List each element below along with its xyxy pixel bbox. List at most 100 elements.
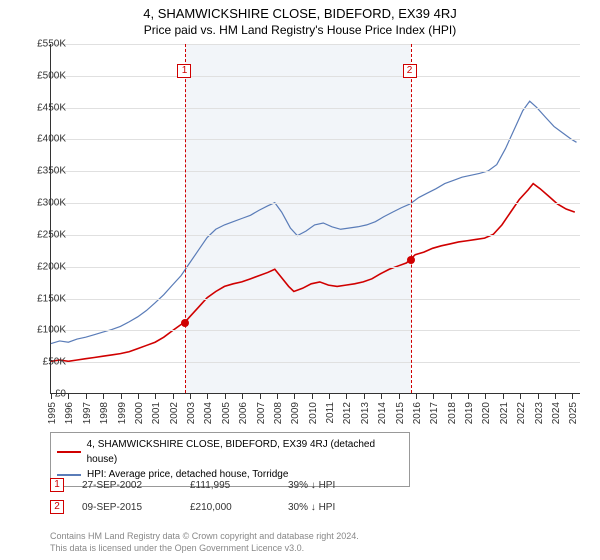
x-axis-label: 2019 — [464, 402, 475, 424]
x-axis-tick — [242, 393, 243, 399]
x-axis-label: 1999 — [117, 402, 128, 424]
y-axis-label: £100K — [20, 325, 66, 336]
x-axis-tick — [381, 393, 382, 399]
gridline-h — [51, 362, 580, 363]
sale-delta-1: 39% ↓ HPI — [288, 480, 335, 491]
x-axis-tick — [555, 393, 556, 399]
y-axis-label: £500K — [20, 70, 66, 81]
sale-delta-2: 30% ↓ HPI — [288, 502, 335, 513]
x-axis-label: 1998 — [99, 402, 110, 424]
gridline-h — [51, 267, 580, 268]
footer-attribution: Contains HM Land Registry data © Crown c… — [50, 530, 570, 554]
y-axis-label: £450K — [20, 102, 66, 113]
x-axis-label: 2023 — [534, 402, 545, 424]
x-axis-tick — [572, 393, 573, 399]
x-axis-label: 2006 — [238, 402, 249, 424]
legend-swatch — [57, 474, 81, 476]
x-axis-tick — [138, 393, 139, 399]
x-axis-label: 2000 — [134, 402, 145, 424]
x-axis-label: 2007 — [256, 402, 267, 424]
x-axis-label: 2011 — [325, 402, 336, 424]
x-axis-tick — [451, 393, 452, 399]
x-axis-label: 1996 — [64, 402, 75, 424]
sale-date-1: 27-SEP-2002 — [82, 480, 172, 491]
x-axis-tick — [399, 393, 400, 399]
x-axis-label: 2012 — [342, 402, 353, 424]
x-axis-tick — [329, 393, 330, 399]
chart-plot-area — [50, 44, 580, 394]
x-axis-label: 2010 — [308, 402, 319, 424]
x-axis-tick — [538, 393, 539, 399]
sale-price-2: £210,000 — [190, 502, 270, 513]
x-axis-tick — [173, 393, 174, 399]
gridline-h — [51, 108, 580, 109]
marker-vline — [185, 44, 186, 393]
footer-line-1: Contains HM Land Registry data © Crown c… — [50, 530, 570, 542]
sale-price-1: £111,995 — [190, 480, 270, 491]
x-axis-label: 2002 — [169, 402, 180, 424]
x-axis-tick — [503, 393, 504, 399]
x-axis-label: 2008 — [273, 402, 284, 424]
x-axis-label: 2017 — [429, 402, 440, 424]
gridline-h — [51, 330, 580, 331]
gridline-h — [51, 203, 580, 204]
x-axis-tick — [68, 393, 69, 399]
y-axis-label: £550K — [20, 39, 66, 50]
x-axis-label: 2022 — [516, 402, 527, 424]
x-axis-label: 2005 — [221, 402, 232, 424]
sale-marker-2: 2 — [50, 500, 64, 514]
x-axis-label: 2018 — [447, 402, 458, 424]
x-axis-tick — [364, 393, 365, 399]
x-axis-tick — [207, 393, 208, 399]
series-line-hpi — [51, 101, 577, 343]
sale-row-2: 2 09-SEP-2015 £210,000 30% ↓ HPI — [50, 500, 570, 514]
y-axis-label: £50K — [20, 357, 66, 368]
gridline-h — [51, 235, 580, 236]
x-axis-label: 2016 — [412, 402, 423, 424]
x-axis-tick — [485, 393, 486, 399]
sale-row-1: 1 27-SEP-2002 £111,995 39% ↓ HPI — [50, 478, 570, 492]
y-axis-label: £150K — [20, 293, 66, 304]
sale-date-2: 09-SEP-2015 — [82, 502, 172, 513]
x-axis-label: 2014 — [377, 402, 388, 424]
x-axis-label: 2004 — [203, 402, 214, 424]
x-axis-tick — [155, 393, 156, 399]
x-axis-tick — [103, 393, 104, 399]
gridline-h — [51, 299, 580, 300]
legend-label: 4, SHAMWICKSHIRE CLOSE, BIDEFORD, EX39 4… — [87, 437, 403, 467]
x-axis-label: 2020 — [481, 402, 492, 424]
y-axis-label: £200K — [20, 261, 66, 272]
x-axis-tick — [121, 393, 122, 399]
y-axis-label: £0 — [20, 389, 66, 400]
x-axis-tick — [416, 393, 417, 399]
gridline-h — [51, 171, 580, 172]
x-axis-label: 2009 — [290, 402, 301, 424]
x-axis-label: 2024 — [551, 402, 562, 424]
series-line-price_paid — [51, 184, 575, 362]
x-axis-label: 2025 — [568, 402, 579, 424]
x-axis-tick — [294, 393, 295, 399]
x-axis-tick — [260, 393, 261, 399]
x-axis-tick — [433, 393, 434, 399]
x-axis-label: 2003 — [186, 402, 197, 424]
x-axis-tick — [520, 393, 521, 399]
marker-vline — [411, 44, 412, 393]
gridline-h — [51, 44, 580, 45]
footer-line-2: This data is licensed under the Open Gov… — [50, 542, 570, 554]
marker-dot-2 — [407, 256, 415, 264]
y-axis-label: £400K — [20, 134, 66, 145]
chart-title: 4, SHAMWICKSHIRE CLOSE, BIDEFORD, EX39 4… — [0, 0, 600, 21]
x-axis-label: 1997 — [82, 402, 93, 424]
y-axis-label: £350K — [20, 166, 66, 177]
marker-box-1: 1 — [177, 64, 191, 78]
x-axis-tick — [346, 393, 347, 399]
x-axis-label: 2015 — [395, 402, 406, 424]
marker-dot-1 — [181, 319, 189, 327]
x-axis-tick — [312, 393, 313, 399]
gridline-h — [51, 139, 580, 140]
x-axis-tick — [225, 393, 226, 399]
x-axis-label: 2001 — [151, 402, 162, 424]
sale-marker-1: 1 — [50, 478, 64, 492]
gridline-h — [51, 76, 580, 77]
marker-box-2: 2 — [403, 64, 417, 78]
